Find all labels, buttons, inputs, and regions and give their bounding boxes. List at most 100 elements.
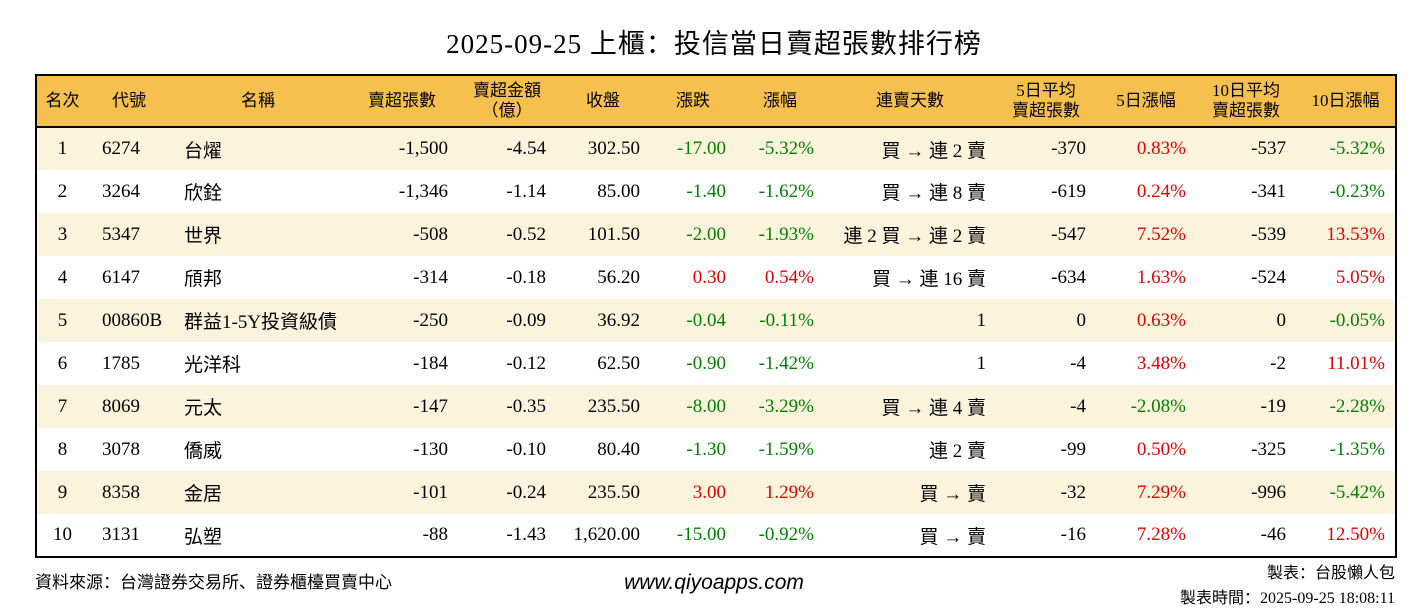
table-row: 7 8069 元太 -147 -0.35 235.50 -8.00 -3.29% 買 → 連 4… xyxy=(36,385,1396,428)
column-header-change: 漲跌 xyxy=(650,75,736,128)
cell-avg5: -547 xyxy=(1051,223,1086,245)
cell-change_pct: -0.11% xyxy=(759,309,814,331)
cell-change_pct: 0.54% xyxy=(764,266,814,288)
cell-pct10: -2.28% xyxy=(1329,395,1385,417)
cell-change: -0.90 xyxy=(686,352,726,374)
cell-rank: 10 xyxy=(53,524,72,545)
ranking-table: 名次 代號 名稱 賣超張數 賣超金額 （億） 收盤 漲跌 漲幅 連賣天數 5日平均 賣超張數 5日漲… xyxy=(35,74,1397,558)
cell-avg10: -539 xyxy=(1251,223,1286,245)
cell-streak: 買 → 連 4 賣 xyxy=(881,398,986,419)
cell-change: -2.00 xyxy=(686,223,726,245)
cell-pct10: -0.23% xyxy=(1329,180,1385,202)
cell-avg5: -99 xyxy=(1060,438,1086,460)
cell-avg5: -619 xyxy=(1051,180,1086,202)
cell-pct5: 0.63% xyxy=(1136,309,1186,331)
cell-rank: 1 xyxy=(57,138,68,159)
cell-avg10: -19 xyxy=(1260,395,1286,417)
cell-sell_amount: -1.14 xyxy=(506,180,546,202)
cell-change: 0.30 xyxy=(692,266,726,288)
cell-close: 62.50 xyxy=(597,352,640,374)
cell-change_pct: -3.29% xyxy=(758,395,814,417)
table-row: 6 1785 光洋科 -184 -0.12 62.50 -0.90 -1.42% 1 -4 3.48… xyxy=(36,342,1396,385)
column-header-streak: 連賣天數 xyxy=(824,75,996,128)
cell-sell_volume: -250 xyxy=(413,309,448,331)
cell-avg10: 0 xyxy=(1276,309,1287,331)
cell-sell_volume: -101 xyxy=(413,481,448,503)
cell-streak: 買 → 賣 xyxy=(919,526,986,548)
cell-change_pct: -1.93% xyxy=(758,223,814,245)
cell-avg5: -16 xyxy=(1060,524,1086,545)
cell-pct5: 1.63% xyxy=(1136,266,1186,288)
cell-change: -1.40 xyxy=(686,180,726,202)
column-header-close: 收盤 xyxy=(556,75,650,128)
cell-streak: 買 → 連 8 賣 xyxy=(881,183,986,204)
column-header-pct5: 5日漲幅 xyxy=(1096,75,1196,128)
cell-close: 36.92 xyxy=(597,309,640,331)
cell-streak: 買 → 連 2 賣 xyxy=(881,140,986,162)
cell-pct5: 7.29% xyxy=(1136,481,1186,503)
cell-sell_volume: -314 xyxy=(413,266,448,288)
cell-streak: 1 xyxy=(976,352,987,374)
table-row: 3 5347 世界 -508 -0.52 101.50 -2.00 -1.93% 連 2 買 →… xyxy=(36,213,1396,256)
cell-pct5: 7.28% xyxy=(1136,524,1186,545)
cell-sell_amount: -0.24 xyxy=(506,481,546,503)
cell-rank: 6 xyxy=(57,352,68,374)
cell-pct10: 11.01% xyxy=(1327,352,1385,374)
cell-code: 5347 xyxy=(102,223,140,245)
cell-rank: 4 xyxy=(57,266,68,288)
cell-pct5: 3.48% xyxy=(1136,352,1186,374)
cell-close: 85.00 xyxy=(597,180,640,202)
cell-change_pct: -1.59% xyxy=(758,438,814,460)
cell-close: 56.20 xyxy=(597,266,640,288)
cell-sell_amount: -1.43 xyxy=(506,524,546,545)
cell-avg10: -325 xyxy=(1251,438,1286,460)
cell-avg10: -996 xyxy=(1251,481,1286,503)
cell-avg10: -2 xyxy=(1270,352,1286,374)
cell-sell_volume: -147 xyxy=(413,395,448,417)
cell-avg5: -4 xyxy=(1070,352,1086,374)
column-header-rank: 名次 xyxy=(36,75,88,128)
cell-code: 6147 xyxy=(102,266,140,288)
cell-change: -0.04 xyxy=(686,309,726,331)
cell-sell_volume: -184 xyxy=(413,352,448,374)
table-row: 8 3078 僑威 -130 -0.10 80.40 -1.30 -1.59% 連 2 賣 -99… xyxy=(36,428,1396,471)
cell-close: 235.50 xyxy=(587,481,640,503)
cell-sell_amount: -4.54 xyxy=(506,138,546,159)
column-header-avg5: 5日平均 賣超張數 xyxy=(996,75,1096,128)
cell-pct5: 0.24% xyxy=(1136,180,1186,202)
cell-avg10: -537 xyxy=(1251,138,1286,159)
table-body: 1 6274 台燿 -1,500 -4.54 302.50 -17.00 -5.32% 買 → … xyxy=(36,127,1396,557)
table-row: 2 3264 欣銓 -1,346 -1.14 85.00 -1.40 -1.62% 買 → 連 … xyxy=(36,170,1396,213)
cell-sell_volume: -88 xyxy=(422,524,448,545)
cell-change_pct: -5.32% xyxy=(758,138,814,159)
cell-sell_amount: -0.10 xyxy=(506,438,546,460)
cell-streak: 連 2 買 → 連 2 賣 xyxy=(843,226,986,247)
cell-name: 元太 xyxy=(184,398,223,419)
cell-sell_volume: -130 xyxy=(413,438,448,460)
cell-avg10: -46 xyxy=(1260,524,1286,545)
cell-pct10: 12.50% xyxy=(1326,524,1385,545)
cell-sell_amount: -0.12 xyxy=(506,352,546,374)
footer-source: 資料來源：台灣證券交易所、證券櫃檯買賣中心 xyxy=(35,573,392,592)
cell-avg5: 0 xyxy=(1076,309,1087,331)
cell-code: 1785 xyxy=(102,352,140,374)
column-header-name: 名稱 xyxy=(170,75,346,128)
footer-maker: 製表：台股懶人包 xyxy=(1266,565,1395,582)
cell-code: 8358 xyxy=(102,481,140,503)
cell-change: -17.00 xyxy=(676,138,726,159)
cell-sell_volume: -508 xyxy=(413,223,448,245)
column-header-pct10: 10日漲幅 xyxy=(1296,75,1396,128)
table-row: 4 6147 頎邦 -314 -0.18 56.20 0.30 0.54% 買 → 連 16 賣… xyxy=(36,256,1396,299)
column-header-avg10: 10日平均 賣超張數 xyxy=(1196,75,1296,128)
cell-avg10: -524 xyxy=(1251,266,1286,288)
cell-rank: 2 xyxy=(57,180,68,202)
cell-name: 金居 xyxy=(184,484,223,505)
cell-pct10: 5.05% xyxy=(1335,266,1385,288)
cell-close: 1,620.00 xyxy=(573,524,641,545)
table-row: 1 6274 台燿 -1,500 -4.54 302.50 -17.00 -5.32% 買 → … xyxy=(36,127,1396,170)
cell-name: 群益1-5Y投資級債 xyxy=(184,312,338,333)
cell-pct5: 0.83% xyxy=(1136,138,1186,159)
cell-pct10: -5.32% xyxy=(1329,138,1385,159)
cell-change_pct: 1.29% xyxy=(764,481,814,503)
table-row: 5 00860B 群益1-5Y投資級債 -250 -0.09 36.92 -0.04 -0.1… xyxy=(36,299,1396,342)
